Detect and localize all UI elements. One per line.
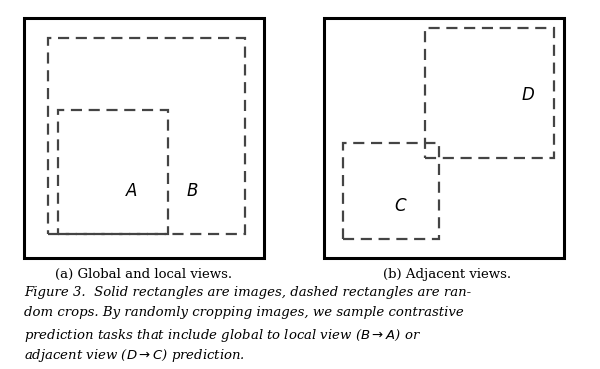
- Text: $A$: $A$: [125, 182, 139, 200]
- Text: (a) Global and local views.: (a) Global and local views.: [55, 268, 233, 280]
- Text: $B$: $B$: [186, 182, 198, 200]
- Bar: [48, 38, 245, 234]
- Bar: [343, 143, 439, 239]
- Text: Figure 3.  Solid rectangles are images, dashed rectangles are ran-: Figure 3. Solid rectangles are images, d…: [24, 286, 471, 299]
- Text: dom crops. By randomly cropping images, we sample contrastive: dom crops. By randomly cropping images, …: [24, 306, 464, 319]
- Text: $D$: $D$: [521, 86, 535, 104]
- Bar: [425, 28, 554, 158]
- Text: prediction tasks that include global to local view ($B \rightarrow A$) or: prediction tasks that include global to …: [24, 327, 421, 344]
- Text: adjacent view ($D \rightarrow C$) prediction.: adjacent view ($D \rightarrow C$) predic…: [24, 347, 245, 364]
- Text: (b) Adjacent views.: (b) Adjacent views.: [383, 268, 511, 280]
- Bar: [58, 110, 168, 234]
- Text: $C$: $C$: [394, 197, 407, 214]
